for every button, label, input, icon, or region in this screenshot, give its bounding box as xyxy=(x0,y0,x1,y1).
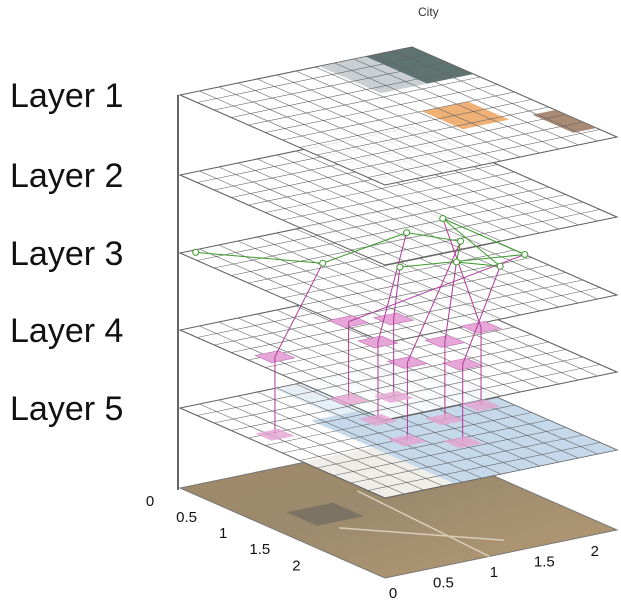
front-tick-label: 0.5 xyxy=(176,509,197,526)
node xyxy=(522,252,528,258)
node xyxy=(440,216,446,222)
node xyxy=(193,249,199,255)
right-tick-label: 0.5 xyxy=(433,575,454,592)
front-tick-label: 1 xyxy=(219,525,227,542)
front-tick-label: 0 xyxy=(146,493,154,510)
right-tick-label: 1.5 xyxy=(534,554,555,571)
node xyxy=(320,260,326,266)
layer-label: Layer 3 xyxy=(10,235,123,273)
right-tick-label: 0 xyxy=(389,585,397,601)
node xyxy=(458,238,464,244)
node xyxy=(404,230,410,236)
front-tick-label: 1.5 xyxy=(249,541,270,558)
front-tick-label: 2 xyxy=(292,557,300,574)
layer-label: Layer 4 xyxy=(10,312,123,350)
right-tick-label: 2 xyxy=(591,543,599,560)
layer-label: Layer 2 xyxy=(10,157,123,195)
layer-diagram: City Layer 1 Layer 2 Layer 3 Layer 4 Layer 5… xyxy=(0,0,621,601)
node xyxy=(454,259,460,265)
node xyxy=(497,263,503,269)
right-tick-label: 1 xyxy=(490,564,498,581)
diagram-title: City xyxy=(418,5,439,19)
node xyxy=(397,264,403,270)
layer-label: Layer 1 xyxy=(10,77,123,115)
layer-label: Layer 5 xyxy=(10,390,123,428)
